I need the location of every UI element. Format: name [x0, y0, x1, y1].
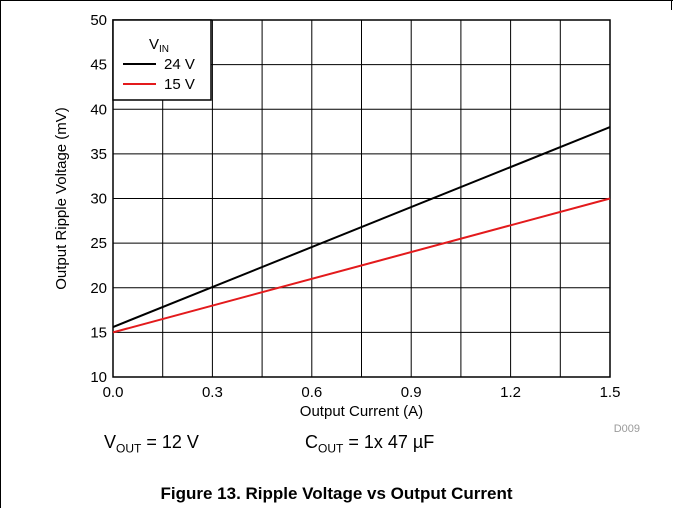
y-tick-label: 25 [90, 235, 107, 252]
figure-caption: Figure 13. Ripple Voltage vs Output Curr… [160, 484, 513, 503]
y-tick-label: 35 [90, 146, 107, 163]
page-top-border [0, 0, 673, 1]
cout-condition: COUT = 1x 47 µF [305, 432, 435, 456]
x-tick-label: 1.5 [600, 384, 621, 401]
y-tick-label: 50 [90, 12, 107, 29]
ripple-voltage-chart: 0.0 0.3 0.6 0.9 1.2 1.5 10 15 20 25 30 35 40 45 50 Outp… [53, 12, 640, 435]
page-right-border [671, 0, 672, 10]
x-axis-label: Output Current (A) [300, 403, 423, 420]
series-line [112, 126, 611, 328]
y-tick-label: 40 [90, 101, 107, 118]
y-tick-label: 15 [90, 324, 107, 341]
y-axis-label: Output Ripple Voltage (mV) [53, 107, 70, 290]
x-tick-label: 0.9 [401, 384, 422, 401]
vout-condition: VOUT = 12 V [104, 432, 199, 456]
legend-label: 15 V [164, 76, 195, 93]
y-tick-label: 30 [90, 191, 107, 208]
figure-id-label: D009 [614, 423, 640, 435]
legend-title: VIN [149, 36, 169, 55]
legend-label: 24 V [164, 56, 195, 73]
x-tick-label: 0.0 [103, 384, 124, 401]
x-tick-label: 0.6 [301, 384, 322, 401]
x-tick-label: 0.3 [202, 384, 223, 401]
legend-box [112, 19, 212, 101]
series-line [112, 197, 611, 334]
y-tick-label: 10 [90, 369, 107, 386]
x-tick-label: 1.2 [500, 384, 521, 401]
y-tick-label: 45 [90, 57, 107, 74]
y-tick-label: 20 [90, 280, 107, 297]
page-left-border [0, 0, 1, 508]
